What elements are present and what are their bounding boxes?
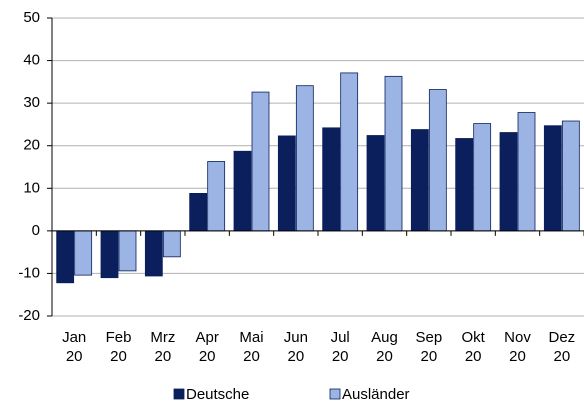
legend-swatch [329, 388, 341, 400]
bar [295, 85, 314, 232]
bar [207, 161, 226, 232]
bar [251, 91, 270, 232]
bar [561, 120, 580, 232]
x-tick-label: Mai 20 [239, 329, 264, 365]
x-tick-label: Mrz 20 [150, 329, 176, 365]
legend-label: Deutsche [186, 386, 249, 403]
bar [455, 138, 474, 232]
y-tick-label: 20 [23, 137, 40, 154]
x-tick-label: Okt 20 [461, 329, 485, 365]
bar [322, 127, 341, 232]
y-tick-label: 30 [23, 94, 40, 111]
bar [118, 230, 137, 272]
y-tick-label: 10 [23, 179, 40, 196]
bar [162, 230, 181, 258]
bar [277, 135, 296, 232]
bar [74, 230, 93, 276]
bar [189, 192, 208, 232]
x-tick-label: Dez 20 [548, 329, 576, 365]
bar [499, 132, 518, 232]
y-tick-label: 50 [23, 9, 40, 26]
bar [340, 72, 359, 232]
y-tick-label: -10 [18, 264, 40, 281]
y-tick-label: 40 [23, 52, 40, 69]
y-tick-label: 0 [32, 222, 40, 239]
legend-label: Ausländer [342, 386, 410, 403]
bar [473, 123, 492, 232]
x-tick-label: Jan 20 [62, 329, 87, 365]
bar [384, 75, 403, 232]
x-tick-label: Sep 20 [415, 329, 443, 365]
x-tick-label: Apr 20 [195, 329, 219, 365]
x-tick-label: Feb 20 [105, 329, 132, 365]
legend-swatch [173, 388, 185, 400]
bar [144, 230, 163, 277]
x-tick-label: Jul 20 [330, 329, 350, 365]
bar [410, 129, 429, 232]
bar [366, 135, 385, 232]
bar [56, 230, 75, 284]
bar [428, 89, 447, 232]
x-tick-label: Jun 20 [283, 329, 308, 365]
y-tick-label: -20 [18, 307, 40, 324]
bar [100, 230, 119, 279]
bar [517, 112, 536, 232]
x-tick-label: Nov 20 [504, 329, 531, 365]
bar [543, 125, 562, 232]
x-tick-label: Aug 20 [371, 329, 398, 365]
bar [233, 150, 252, 232]
